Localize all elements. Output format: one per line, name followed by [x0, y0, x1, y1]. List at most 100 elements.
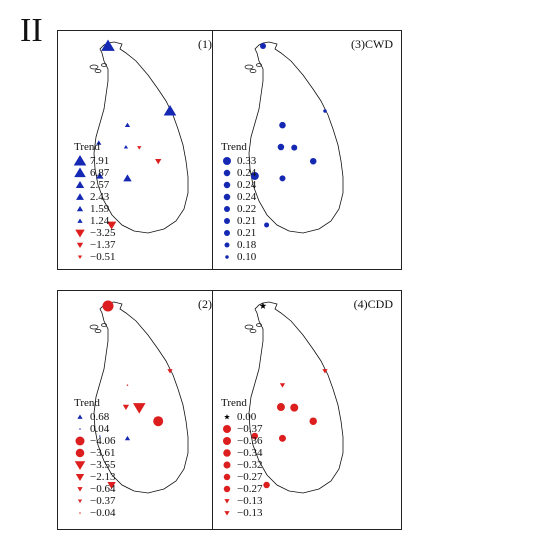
legend-item: 0.21 — [219, 215, 256, 227]
islet — [249, 69, 257, 73]
station-marker — [291, 144, 298, 151]
station-marker — [99, 435, 101, 437]
legend-value: 0.21 — [237, 215, 257, 227]
legend-symbol — [223, 157, 231, 165]
legend-symbol — [76, 206, 84, 212]
legend-symbol — [77, 499, 83, 503]
legend: 0.00 −0.37 −0.36 −0.34 −0.32 −0.27 −0.27 −0.13−… — [219, 411, 262, 519]
station-marker — [279, 121, 286, 129]
legend-item: 1.24 — [72, 215, 115, 227]
station-marker — [124, 435, 131, 441]
legend-item: 0.24 — [219, 179, 256, 191]
islet — [94, 69, 102, 73]
coastline — [93, 41, 189, 234]
islet — [244, 64, 254, 70]
legend-symbol — [224, 499, 230, 504]
legend-symbol — [223, 485, 231, 493]
station-marker — [123, 174, 132, 182]
legend-value: 0.18 — [237, 239, 257, 251]
legend-value: 0.24 — [237, 191, 257, 203]
legend-item: 0.10 — [219, 251, 256, 263]
panel-title: (3)CWD — [351, 37, 393, 51]
legend-item: 0.24 — [219, 191, 256, 203]
station-marker — [323, 109, 327, 113]
legend-item: −0.13 — [219, 495, 262, 507]
legend-value: −3.55 — [90, 459, 116, 471]
legend-symbol — [76, 193, 84, 200]
legend-symbol — [223, 449, 231, 457]
station-marker — [101, 39, 115, 51]
legend-symbol — [73, 155, 87, 166]
map-svg — [244, 301, 344, 494]
legend: 7.91 6.87 2.57 2.43 1.59 1.24 −3.25 −1.37 −0.51 — [72, 155, 115, 263]
legend-value: 2.43 — [90, 191, 110, 203]
islet — [244, 324, 254, 330]
legend-value: 0.04 — [90, 423, 110, 435]
legend-item: 0.21 — [219, 227, 256, 239]
legend-symbol — [76, 242, 84, 248]
legend-item: 0.33 — [219, 155, 256, 167]
legend-value: 0.68 — [90, 411, 110, 423]
station-marker — [263, 481, 270, 489]
legend-item: −0.36 — [219, 435, 262, 447]
legend-value: −0.64 — [90, 483, 116, 495]
legend-symbol — [75, 181, 85, 188]
legend-value: −3.25 — [90, 227, 116, 239]
legend-item: 2.43 — [72, 191, 115, 203]
station-marker — [124, 122, 131, 128]
station-marker — [250, 171, 259, 180]
legend-value: −1.37 — [90, 239, 116, 251]
legend-value: 6.87 — [90, 167, 110, 179]
legend-value: 0.10 — [237, 251, 257, 263]
legend-item: −4.06 — [72, 435, 115, 447]
legend-item: −1.37 — [72, 239, 115, 251]
station-marker — [278, 434, 286, 442]
legend-value: −0.27 — [237, 483, 263, 495]
legend-symbol — [74, 461, 86, 470]
station-marker — [279, 175, 286, 182]
legend-value: −0.37 — [237, 423, 263, 435]
legend-item: 2.57 — [72, 179, 115, 191]
legend-item: 0.18 — [219, 239, 256, 251]
station-marker — [276, 403, 285, 412]
legend-value: 0.22 — [237, 203, 257, 215]
station-marker — [137, 146, 142, 150]
station-marker — [290, 403, 299, 412]
map-panel-cwd: (3)CWD Trend 0.33 0.24 0.24 0.24 0.22 0.21 0.2… — [212, 30, 402, 270]
legend-symbol — [75, 474, 85, 481]
legend-title: Trend — [74, 141, 100, 153]
legend-item: −0.27 — [219, 471, 262, 483]
legend-value: 2.57 — [90, 179, 110, 191]
legend-value: −0.04 — [90, 507, 116, 519]
legend-item: 1.59 — [72, 203, 115, 215]
legend-symbol — [79, 428, 81, 430]
legend-symbol — [223, 437, 231, 445]
legend-item: −0.64 — [72, 483, 115, 495]
legend-item: −3.25 — [72, 227, 115, 239]
legend-value: −0.37 — [90, 495, 116, 507]
islet — [89, 324, 99, 330]
legend-value: −0.13 — [237, 495, 263, 507]
legend-value: −0.51 — [90, 251, 116, 263]
legend-value: 7.91 — [90, 155, 110, 167]
legend-symbol — [224, 414, 230, 420]
legend-symbol — [223, 461, 231, 469]
legend-symbol — [77, 487, 83, 492]
panel-title: (4)CDD — [353, 297, 393, 311]
legend-symbol — [77, 414, 83, 419]
station-marker — [123, 145, 129, 149]
legend-symbol — [224, 242, 230, 248]
station-marker — [277, 143, 285, 151]
coastline — [248, 301, 344, 494]
legend-symbol — [223, 473, 231, 481]
legend-value: −0.34 — [237, 447, 263, 459]
legend-title: Trend — [221, 141, 247, 153]
legend: 0.68 0.04 −4.06 −3.61 −3.55 −2.13 −0.64 −0.37 −0… — [72, 411, 115, 519]
legend-symbol — [75, 448, 85, 458]
legend-symbol — [224, 511, 230, 516]
station-marker — [260, 43, 266, 49]
legend-value: −4.06 — [90, 435, 116, 447]
map-svg — [89, 39, 189, 234]
legend-value: 0.33 — [237, 155, 257, 167]
station-marker — [264, 222, 270, 228]
